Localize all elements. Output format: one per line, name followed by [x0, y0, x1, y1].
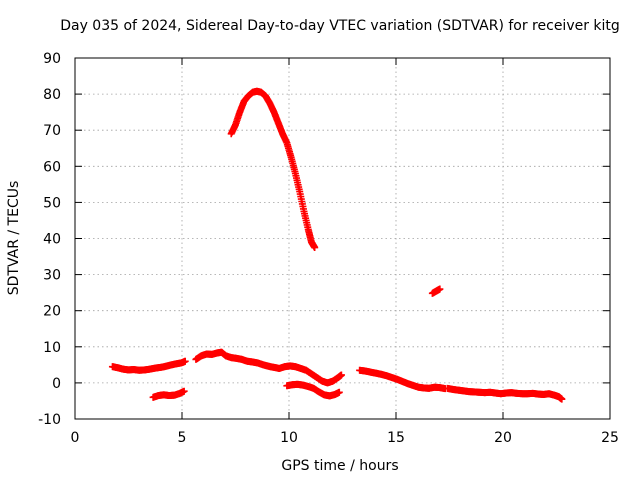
data-point	[311, 244, 319, 252]
x-axis-label: GPS time / hours	[281, 458, 398, 474]
series-arc-8	[443, 384, 566, 403]
y-tick-label: -10	[38, 412, 61, 428]
y-tick-label: 50	[43, 195, 61, 211]
series-arc-2	[149, 387, 188, 401]
y-tick-label: 10	[43, 340, 61, 356]
x-tick-label: 20	[494, 430, 512, 446]
data-point	[181, 357, 189, 365]
y-tick-label: 80	[43, 87, 61, 103]
chart-title: Day 035 of 2024, Sidereal Day-to-day VTE…	[60, 18, 620, 34]
ticks	[74, 57, 611, 420]
series-arc-4	[227, 87, 319, 252]
data-point	[180, 387, 188, 395]
x-tick-label: 15	[387, 430, 405, 446]
series-arc-6	[356, 366, 449, 393]
y-tick-labels: -10 0 10 20 30 40 50 60 70 80 90	[38, 51, 61, 428]
y-tick-label: 0	[52, 376, 61, 392]
data-point	[436, 285, 444, 293]
data-point	[337, 371, 345, 379]
grid	[75, 58, 610, 419]
data-point	[335, 388, 343, 396]
series-arc-3	[192, 348, 345, 387]
series-arc-5	[283, 380, 343, 400]
x-tick-label: 10	[280, 430, 298, 446]
series-arc-1	[108, 357, 189, 374]
x-tick-label: 25	[601, 430, 619, 446]
data-points	[108, 87, 566, 403]
y-tick-label: 90	[43, 51, 61, 67]
y-tick-label: 20	[43, 304, 61, 320]
data-point	[558, 395, 566, 403]
x-tick-label: 5	[178, 430, 187, 446]
y-tick-label: 40	[43, 232, 61, 248]
x-tick-label: 0	[71, 430, 80, 446]
y-axis-label: SDTVAR / TECUs	[6, 181, 22, 296]
x-tick-labels: 0 5 10 15 20 25	[71, 430, 619, 446]
y-tick-label: 60	[43, 159, 61, 175]
y-tick-label: 30	[43, 268, 61, 284]
y-tick-label: 70	[43, 123, 61, 139]
series-arc-7	[428, 285, 444, 297]
